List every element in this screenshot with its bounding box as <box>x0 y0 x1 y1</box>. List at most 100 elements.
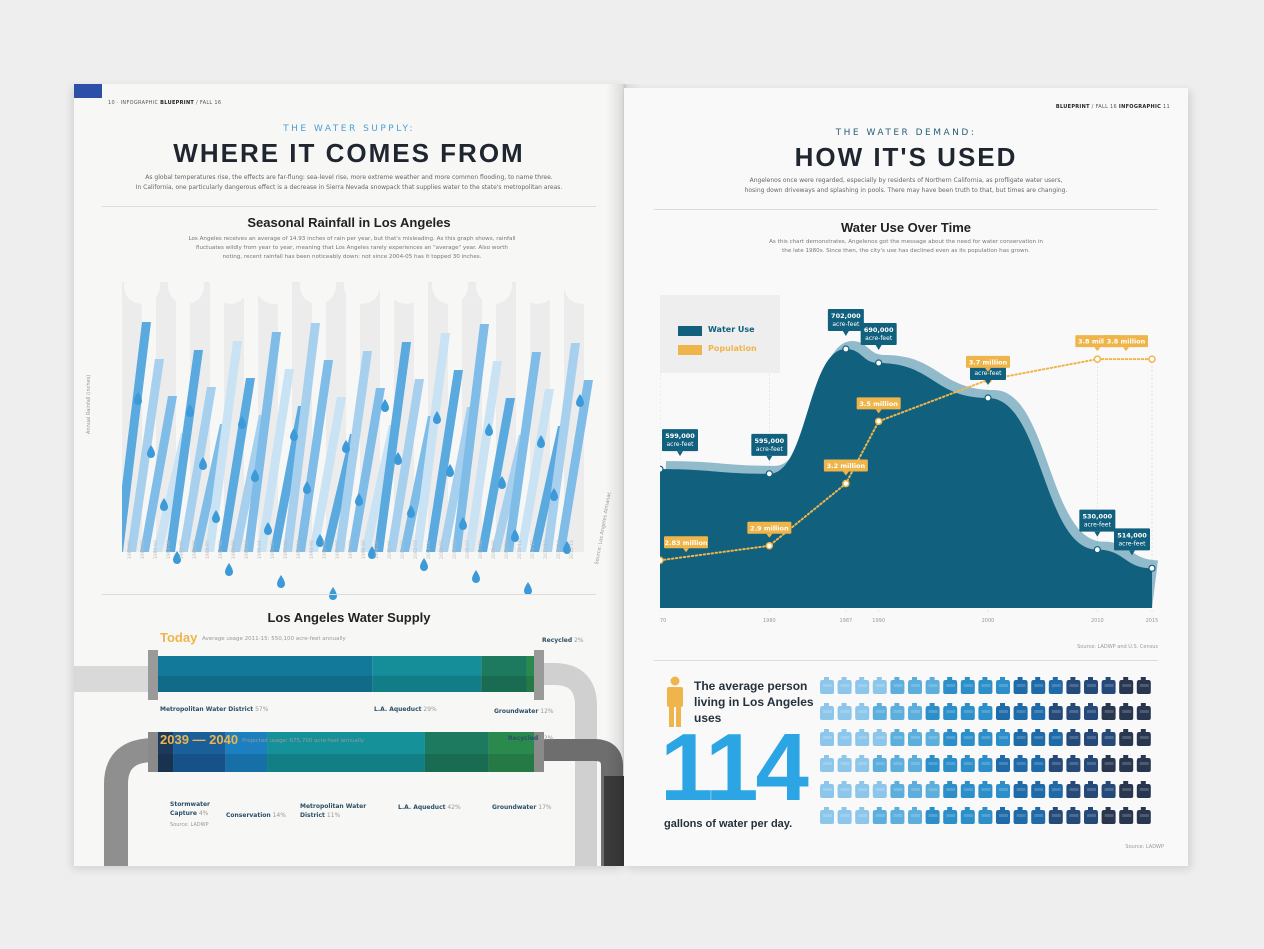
supply-segment-shade <box>481 675 527 692</box>
rainfall-bar <box>122 322 151 552</box>
segment-name: Groundwater <box>492 804 537 811</box>
rainfall-year-label: 2007-08 <box>479 540 484 559</box>
raindrop-icon <box>277 575 285 588</box>
corner-tab <box>74 84 102 98</box>
gallon-jug-icon <box>960 729 975 746</box>
supply-segment-shade <box>158 754 174 772</box>
population-label: 3.2 million <box>823 459 868 476</box>
water-use-value: 702,000 <box>831 312 861 320</box>
rainfall-bar <box>478 398 515 552</box>
population-point <box>765 542 774 550</box>
legend-label: Water Use <box>708 325 755 334</box>
body-line: As this chart demonstrates, Angelenos go… <box>769 239 1043 245</box>
raindrop-icon <box>537 435 545 448</box>
gallon-jug-icon <box>1136 807 1151 824</box>
legend-swatch <box>678 326 702 336</box>
cloud-puff <box>212 272 248 304</box>
usage-number: 114 <box>660 714 809 821</box>
raindrop-icon <box>238 416 246 429</box>
gallon-jug-icon <box>1013 781 1028 798</box>
raindrop-icon <box>550 488 558 501</box>
supply-source: Source: LADWP <box>170 822 209 828</box>
rainfall-y-axis-label: Annual Rainfall (inches) <box>86 374 92 434</box>
x-tick-label: 1980 <box>763 618 776 624</box>
rainfall-year-label: 2008-09 <box>492 540 497 559</box>
x-tick-label: 2010 <box>1091 618 1104 624</box>
cloud-puff <box>388 272 424 304</box>
gallon-jug-icon <box>872 755 887 772</box>
gallon-jug-icon <box>1101 703 1116 720</box>
gallon-jug-icon <box>890 807 905 824</box>
gallon-jug-icon <box>1066 781 1081 798</box>
gallon-jug-icon <box>943 729 958 746</box>
population-value: 3.7 million <box>969 358 1008 366</box>
x-tick-label: 1990 <box>872 618 885 624</box>
population-value: 3.2 million <box>827 462 866 470</box>
raindrop-icon <box>173 551 181 564</box>
gallon-jug-icon <box>872 677 887 694</box>
cloud-puff <box>344 272 380 304</box>
future-label-mwd: Metropolitan Water District 11% <box>300 802 380 820</box>
supply-future-label: 2039 — 2040 <box>160 732 239 747</box>
gallon-jug-icon <box>943 703 958 720</box>
raindrop-icon <box>355 493 363 506</box>
person-icon <box>667 676 683 727</box>
rainfall-year-label: 1994-95 <box>310 540 315 559</box>
rainfall-year-label: 1996-97 <box>336 540 341 559</box>
raindrop-icon <box>186 404 194 417</box>
rainfall-bar <box>374 342 411 552</box>
gallon-jug-icon <box>855 781 870 798</box>
population-value: 2.83 million <box>664 539 707 547</box>
gallon-jug-icon <box>872 781 887 798</box>
gallon-jug-icon <box>996 755 1010 772</box>
raindrop-icon <box>446 464 454 477</box>
segment-name: Conservation <box>226 812 271 819</box>
gallon-jug-icon <box>960 677 975 694</box>
water-use-point <box>660 465 664 473</box>
gallon-jug-icon <box>1119 755 1134 772</box>
gallon-jug-icon <box>1119 807 1134 824</box>
segment-name: L.A. Aqueduct <box>398 804 446 811</box>
rainfall-year-label: 2013-14 <box>557 540 562 559</box>
supply-segment <box>158 732 174 772</box>
supply-segment <box>481 656 527 692</box>
gallon-jug-icon <box>820 755 834 772</box>
water-use-legend: Water Use Population <box>660 295 780 373</box>
body-line: the late 1980s. Since then, the city's u… <box>782 248 1030 254</box>
right-page: BLUEPRINT / FALL 16 INFOGRAPHIC 11 THE W… <box>624 88 1188 866</box>
supply-pipes <box>74 650 624 866</box>
folio-left: 10 · INFOGRAPHIC BLUEPRINT / FALL 16 <box>108 100 222 106</box>
water-use-point <box>1093 546 1101 554</box>
gallon-jug-icon <box>1101 729 1116 746</box>
gallon-jug-icon <box>890 729 905 746</box>
rainfall-bar <box>413 333 450 552</box>
body-line: Los Angeles receives an average of 14.93… <box>188 236 516 242</box>
gallon-jug-icon <box>1013 703 1028 720</box>
population-point <box>660 556 664 565</box>
raindrop-icon <box>472 570 480 583</box>
gallon-jug-icon <box>1084 729 1098 746</box>
population-value: 3.8 million <box>1107 338 1146 346</box>
rainfall-bar <box>179 387 216 552</box>
gallon-jug-icon <box>1066 677 1081 694</box>
rainfall-year-label: 1989-90 <box>245 540 250 559</box>
water-use-value: 595,000 <box>755 437 785 445</box>
supply-segment-shade <box>424 754 489 772</box>
raindrop-icon <box>329 587 337 600</box>
raindrop-icon <box>147 445 155 458</box>
x-tick-label: 1970 <box>660 618 666 624</box>
segment-pct: 2% <box>574 637 584 644</box>
folio-right: BLUEPRINT / FALL 16 INFOGRAPHIC 11 <box>1055 104 1170 110</box>
rainfall-bar <box>517 389 554 552</box>
gallon-jug-icon <box>908 781 922 798</box>
gallon-jug-icon <box>1084 755 1098 772</box>
rainfall-year-label: 1990-91 <box>258 540 263 559</box>
rainfall-year-label: 1993-94 <box>297 540 302 559</box>
gallon-jug-icon <box>996 703 1010 720</box>
usage-source: Source: LADWP <box>1125 844 1164 850</box>
rainfall-year-label: 1984-85 <box>180 540 185 559</box>
headline-demand: HOW IT'S USED <box>794 142 1018 172</box>
rainfall-title: Seasonal Rainfall in Los Angeles <box>247 215 451 230</box>
gallon-jug-icon <box>837 781 852 798</box>
